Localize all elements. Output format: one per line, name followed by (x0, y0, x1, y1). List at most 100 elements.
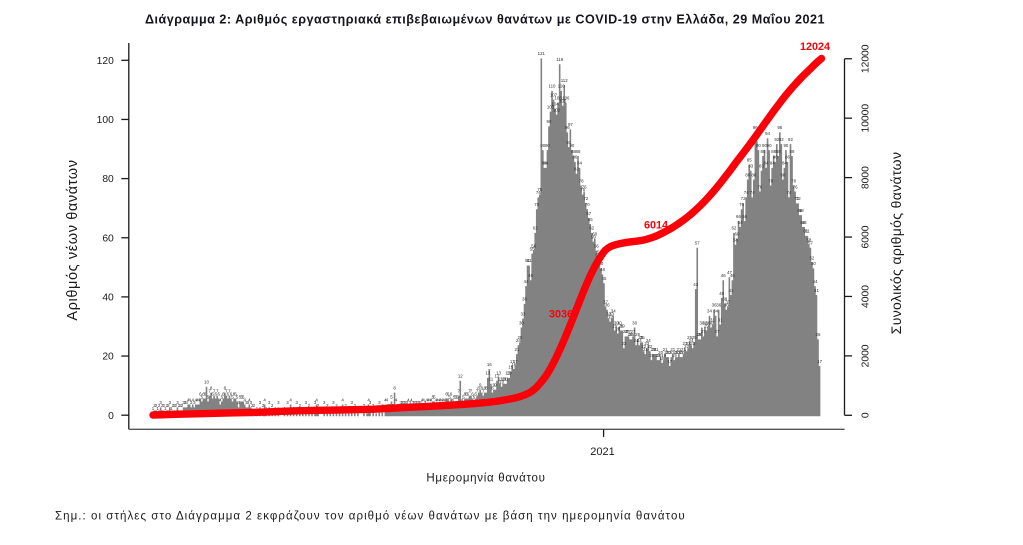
svg-text:90: 90 (540, 143, 545, 148)
svg-text:4: 4 (195, 397, 198, 402)
svg-text:3: 3 (332, 400, 335, 405)
svg-text:57: 57 (695, 241, 700, 246)
svg-text:104: 104 (551, 102, 559, 107)
svg-text:38: 38 (522, 297, 527, 302)
svg-text:20: 20 (675, 350, 680, 355)
svg-text:3: 3 (159, 400, 162, 405)
svg-text:4: 4 (442, 397, 445, 402)
svg-text:68: 68 (797, 208, 802, 213)
svg-text:30: 30 (709, 320, 714, 325)
svg-text:76: 76 (757, 184, 762, 189)
svg-text:36: 36 (605, 303, 610, 308)
svg-text:4: 4 (243, 397, 246, 402)
svg-text:2: 2 (271, 403, 274, 408)
svg-text:92: 92 (774, 137, 779, 142)
svg-text:2: 2 (173, 403, 176, 408)
svg-text:2: 2 (308, 403, 311, 408)
svg-text:80: 80 (780, 173, 785, 178)
svg-text:44: 44 (813, 279, 818, 284)
svg-text:45: 45 (602, 276, 607, 281)
svg-text:88: 88 (771, 149, 776, 154)
svg-text:15: 15 (508, 365, 513, 370)
svg-text:34: 34 (707, 309, 712, 314)
svg-text:3: 3 (286, 400, 289, 405)
svg-text:21: 21 (663, 347, 668, 352)
svg-text:21: 21 (681, 347, 686, 352)
svg-text:88: 88 (776, 149, 781, 154)
svg-text:25: 25 (638, 335, 643, 340)
svg-text:5: 5 (239, 394, 242, 399)
svg-text:2: 2 (175, 403, 178, 408)
svg-text:7: 7 (213, 388, 216, 393)
svg-text:3: 3 (378, 400, 381, 405)
svg-text:40: 40 (102, 293, 114, 304)
svg-text:92: 92 (779, 137, 784, 142)
svg-text:13: 13 (496, 371, 501, 376)
svg-text:84: 84 (782, 161, 787, 166)
svg-text:88: 88 (576, 149, 581, 154)
svg-text:121: 121 (538, 51, 546, 56)
svg-text:32: 32 (608, 314, 613, 319)
svg-text:22: 22 (647, 344, 652, 349)
svg-text:Συνολικός αριθμός θανάτων: Συνολικός αριθμός θανάτων (888, 152, 904, 335)
svg-text:4: 4 (386, 397, 389, 402)
svg-text:3: 3 (401, 400, 404, 405)
svg-text:70: 70 (534, 202, 539, 207)
svg-text:6: 6 (464, 391, 467, 396)
svg-text:7: 7 (476, 388, 479, 393)
svg-text:36: 36 (712, 303, 717, 308)
svg-text:24: 24 (634, 338, 639, 343)
svg-text:3: 3 (247, 400, 250, 405)
svg-text:2: 2 (178, 403, 181, 408)
svg-text:20: 20 (669, 350, 674, 355)
svg-text:3: 3 (259, 400, 262, 405)
svg-text:3: 3 (268, 400, 271, 405)
svg-text:26: 26 (816, 332, 821, 337)
svg-text:86: 86 (572, 155, 577, 160)
svg-text:66: 66 (736, 214, 741, 219)
svg-text:78: 78 (791, 178, 796, 183)
svg-text:21: 21 (652, 347, 657, 352)
svg-text:2: 2 (181, 403, 184, 408)
svg-text:4: 4 (188, 397, 191, 402)
svg-text:20: 20 (664, 350, 669, 355)
svg-text:1: 1 (156, 406, 159, 411)
svg-text:6: 6 (450, 391, 453, 396)
svg-text:10: 10 (204, 380, 209, 385)
svg-text:2: 2 (251, 403, 254, 408)
svg-text:50: 50 (598, 261, 603, 266)
svg-text:13: 13 (505, 371, 510, 376)
svg-text:58: 58 (806, 238, 811, 243)
svg-text:91: 91 (566, 140, 571, 145)
svg-text:72: 72 (583, 196, 588, 201)
svg-text:3: 3 (169, 400, 172, 405)
svg-text:5: 5 (242, 394, 245, 399)
svg-text:12: 12 (495, 374, 500, 379)
svg-text:21: 21 (650, 347, 655, 352)
svg-text:74: 74 (750, 190, 755, 195)
svg-text:19: 19 (672, 353, 677, 358)
svg-text:4: 4 (422, 397, 425, 402)
svg-text:62: 62 (589, 226, 594, 231)
svg-text:4: 4 (395, 397, 398, 402)
svg-text:100: 100 (97, 115, 114, 126)
svg-text:5: 5 (207, 394, 210, 399)
svg-text:4: 4 (219, 397, 222, 402)
svg-text:Διάγραμμα 2: Αριθμός εργαστηρι: Διάγραμμα 2: Αριθμός εργαστηριακά επιβεβ… (145, 12, 825, 26)
svg-text:11: 11 (489, 377, 494, 382)
svg-text:5: 5 (221, 394, 224, 399)
svg-text:4: 4 (461, 397, 464, 402)
svg-text:64: 64 (738, 220, 743, 225)
svg-text:6: 6 (202, 391, 205, 396)
svg-text:4: 4 (439, 397, 442, 402)
svg-text:84: 84 (577, 161, 582, 166)
svg-text:26: 26 (629, 332, 634, 337)
svg-text:1: 1 (164, 406, 167, 411)
svg-text:5: 5 (390, 394, 393, 399)
svg-text:26: 26 (628, 332, 633, 337)
svg-text:7: 7 (458, 388, 461, 393)
svg-text:43: 43 (693, 282, 698, 287)
svg-text:27: 27 (701, 329, 706, 334)
svg-text:94: 94 (765, 131, 770, 136)
svg-text:44: 44 (524, 279, 529, 284)
